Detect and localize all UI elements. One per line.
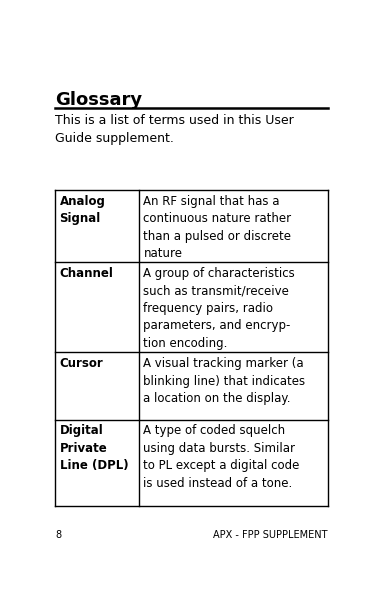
- Text: Analog
Signal: Analog Signal: [59, 195, 105, 225]
- Text: Glossary: Glossary: [55, 91, 142, 108]
- Text: An RF signal that has a
continuous nature rather
than a pulsed or discrete
natur: An RF signal that has a continuous natur…: [143, 195, 292, 261]
- Text: A group of characteristics
such as transmit/receive
frequency pairs, radio
param: A group of characteristics such as trans…: [143, 267, 295, 350]
- Text: 8: 8: [55, 530, 62, 540]
- Text: Cursor: Cursor: [59, 357, 103, 370]
- Text: Digital
Private
Line (DPL): Digital Private Line (DPL): [59, 424, 128, 472]
- Text: A type of coded squelch
using data bursts. Similar
to PL except a digital code
i: A type of coded squelch using data burst…: [143, 424, 300, 490]
- Text: A visual tracking marker (a
blinking line) that indicates
a location on the disp: A visual tracking marker (a blinking lin…: [143, 357, 306, 405]
- Text: APX - FPP SUPPLEMENT: APX - FPP SUPPLEMENT: [214, 530, 328, 540]
- Text: This is a list of terms used in this User
Guide supplement.: This is a list of terms used in this Use…: [55, 114, 294, 145]
- Text: Channel: Channel: [59, 267, 113, 280]
